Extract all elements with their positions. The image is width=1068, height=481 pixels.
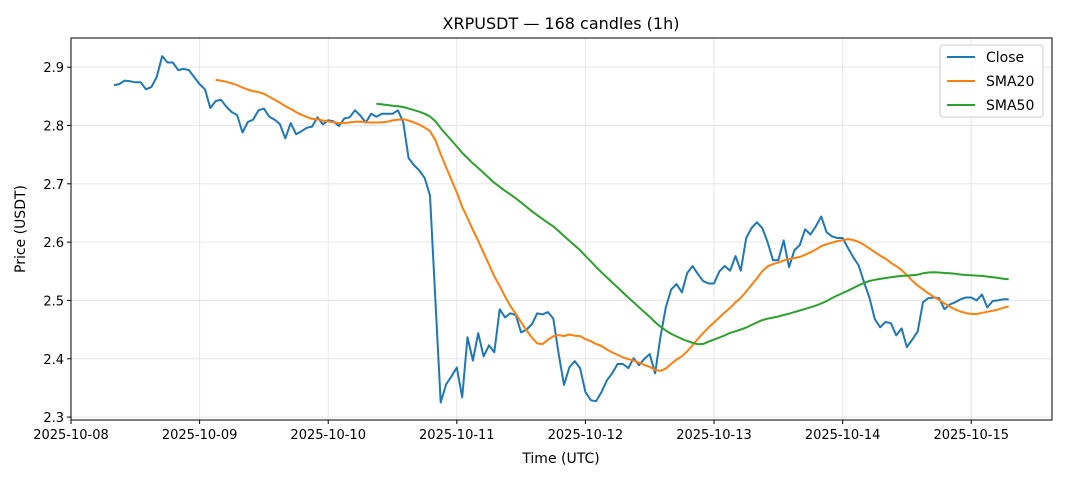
- y-axis-label: Price (USDT): [13, 185, 29, 273]
- x-tick-label: 2025-10-11: [419, 428, 495, 443]
- x-tick-label: 2025-10-14: [805, 428, 881, 443]
- x-axis-label: Time (UTC): [521, 451, 599, 467]
- y-tick-label: 2.8: [43, 119, 64, 134]
- x-tick-label: 2025-10-10: [290, 428, 366, 443]
- y-tick-label: 2.9: [43, 61, 64, 76]
- legend-label-close: Close: [986, 50, 1024, 66]
- x-tick-label: 2025-10-08: [33, 428, 109, 443]
- axis-ticks: 2025-10-08 2025-10-09 2025-10-10 2025-10-11…: [33, 61, 1009, 443]
- x-tick-label: 2025-10-15: [933, 428, 1009, 443]
- y-tick-label: 2.5: [43, 294, 64, 309]
- chart-title: XRPUSDT — 168 candles (1h): [443, 14, 680, 33]
- plot-frame: [70, 37, 1053, 421]
- x-tick-label: 2025-10-13: [676, 428, 752, 443]
- legend-label-sma20: SMA20: [986, 74, 1034, 90]
- close-line: [113, 55, 1009, 404]
- y-tick-label: 2.6: [43, 236, 64, 251]
- y-tick-label: 2.7: [43, 178, 64, 193]
- sma50-line: [376, 102, 1009, 346]
- grid: [70, 38, 1052, 420]
- series-lines: [113, 55, 1009, 404]
- y-tick-label: 2.3: [43, 411, 64, 426]
- x-tick-label: 2025-10-09: [162, 428, 238, 443]
- legend: Close SMA20 SMA50: [939, 44, 1044, 118]
- x-tick-label: 2025-10-12: [548, 428, 624, 443]
- legend-label-sma50: SMA50: [986, 98, 1034, 114]
- sma20-line: [215, 78, 1009, 372]
- y-tick-label: 2.4: [43, 353, 64, 368]
